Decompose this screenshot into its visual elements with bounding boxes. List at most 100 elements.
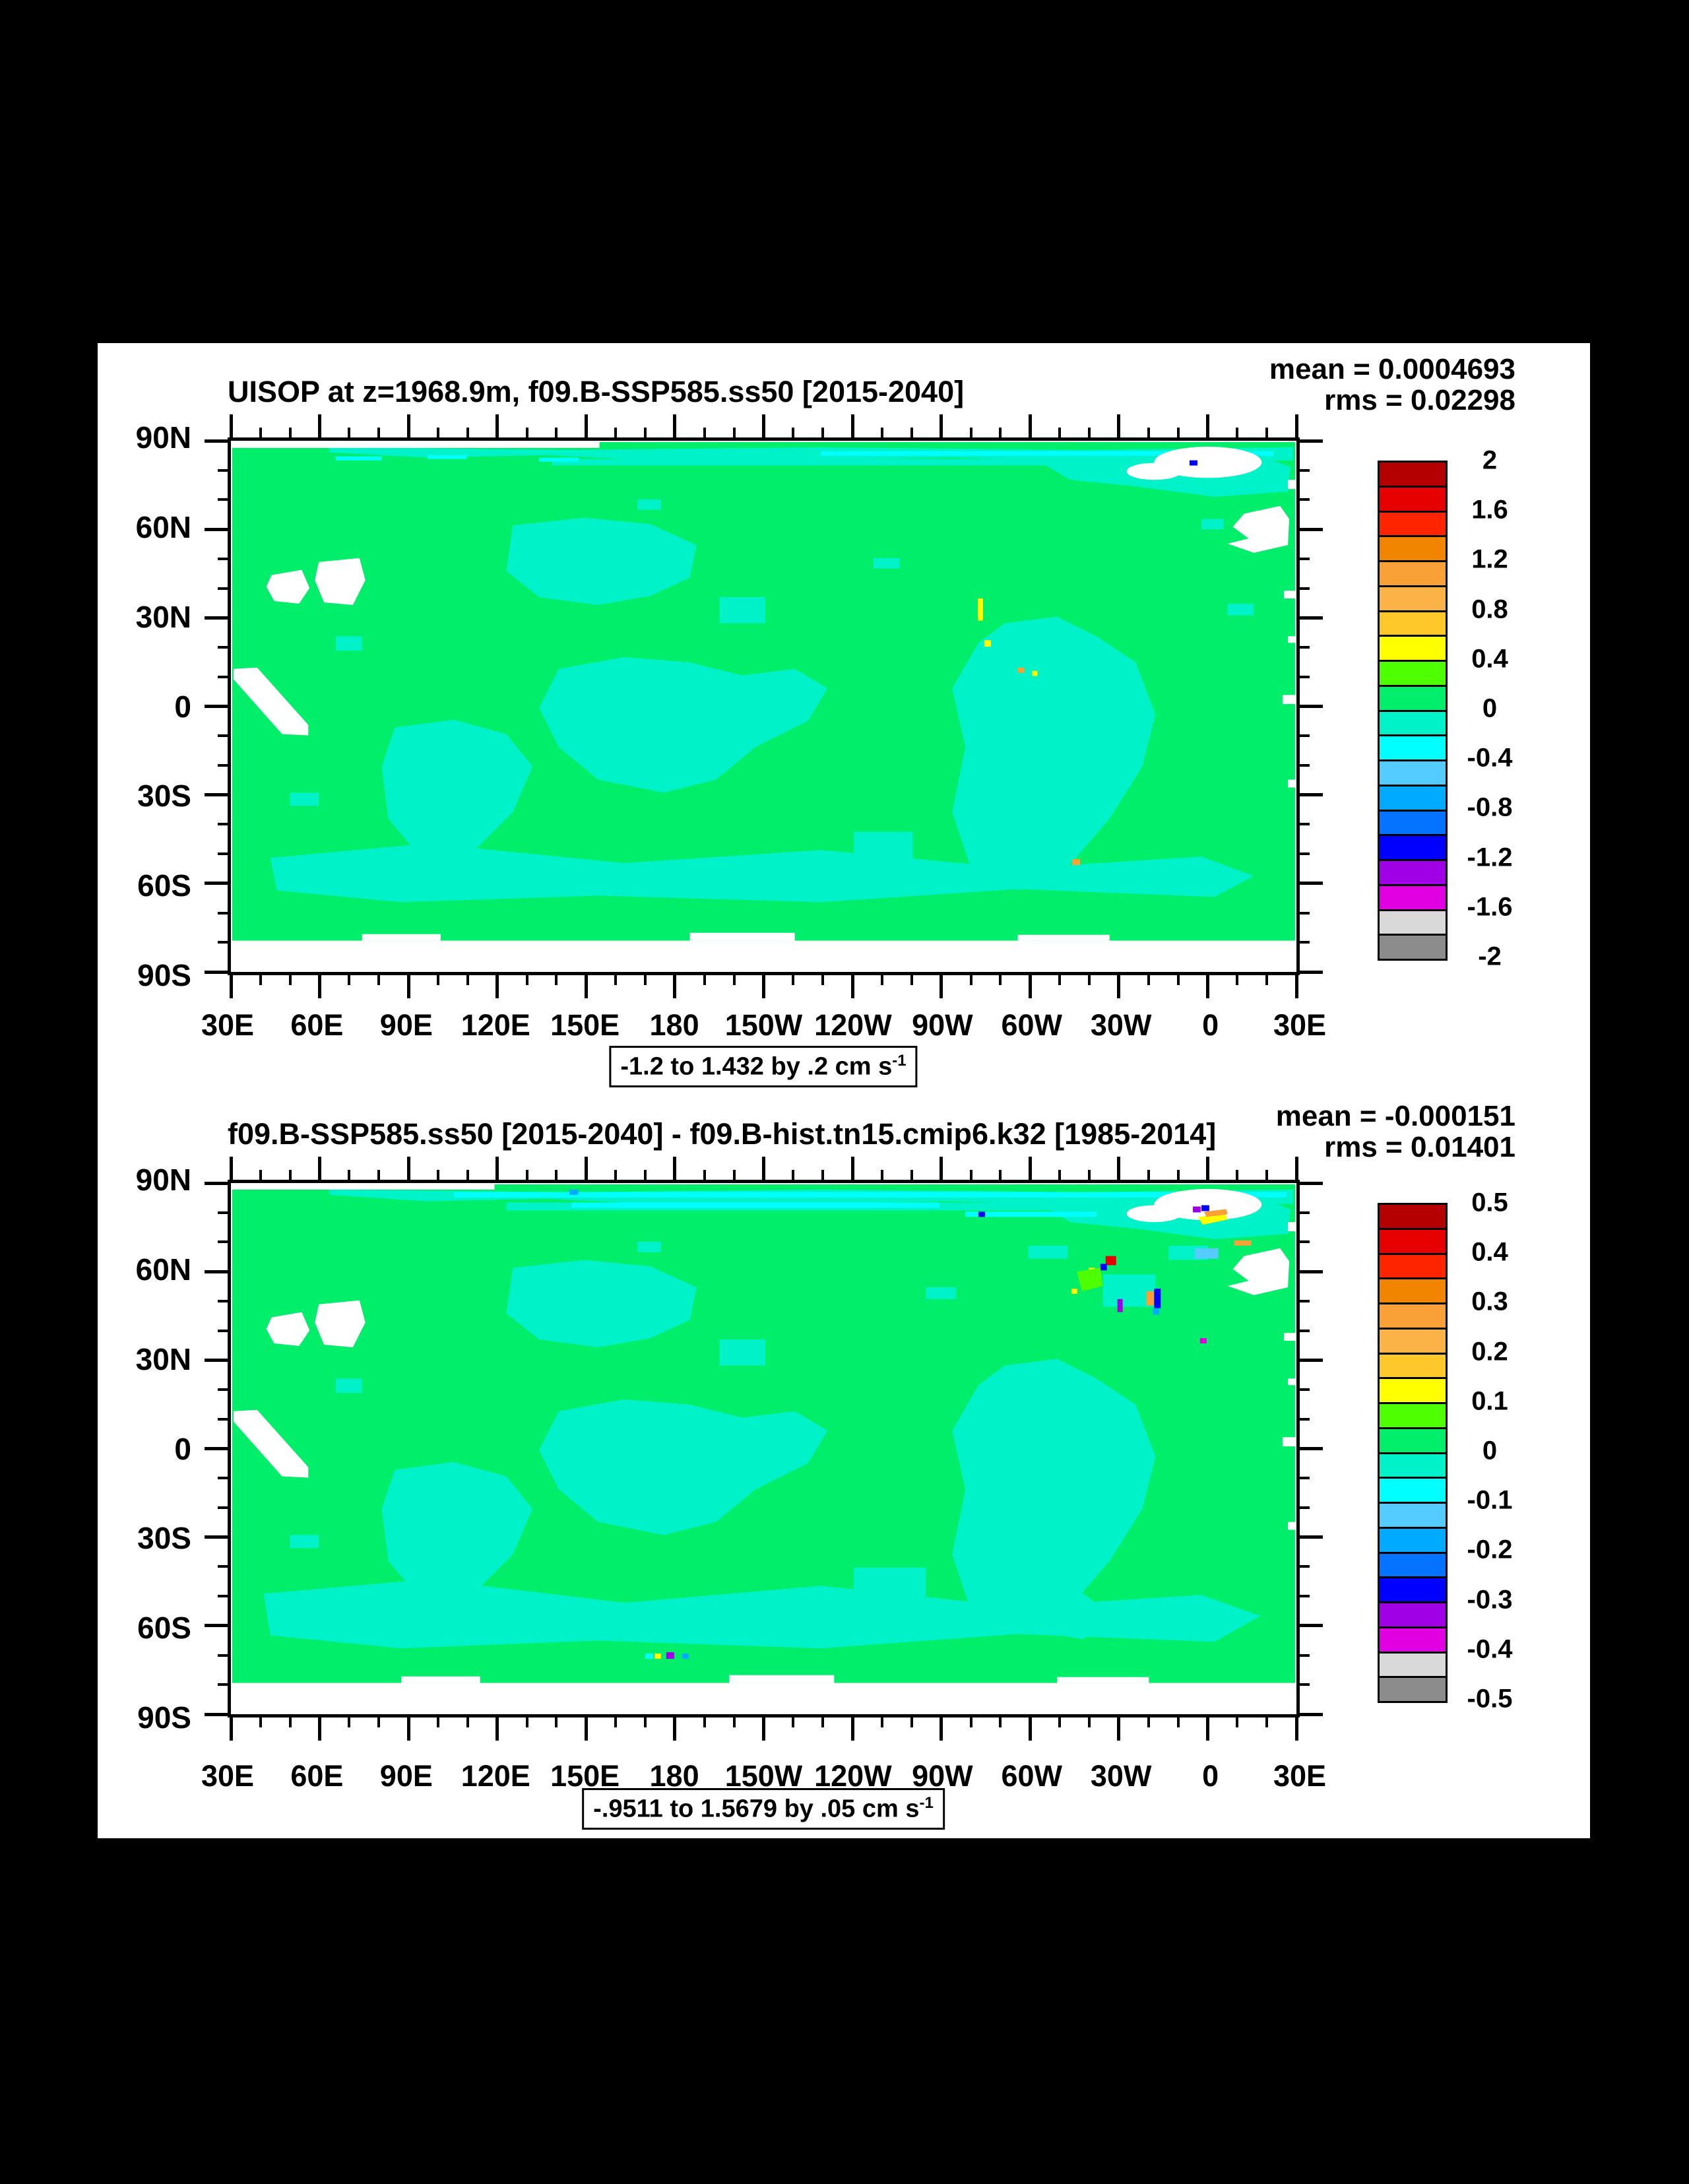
x-tick (1294, 1157, 1298, 1183)
x-tick-label: 150W (724, 1008, 803, 1042)
x-tick-label: 60W (1001, 1008, 1063, 1042)
colorbar-tick-label: -1.2 (1467, 843, 1513, 872)
x-tick (584, 1157, 588, 1183)
x-tick (880, 1714, 883, 1727)
y-tick (1296, 734, 1310, 738)
y-tick (218, 1299, 231, 1302)
x-tick (762, 972, 765, 998)
colorbar-tick-label: 0 (1482, 693, 1498, 723)
x-tick (1028, 1714, 1032, 1741)
y-tick (1296, 1654, 1310, 1657)
y-tick (218, 1329, 231, 1332)
colorbar-tick-label: -0.1 (1467, 1485, 1513, 1515)
x-tick (555, 428, 558, 441)
x-tick (466, 428, 469, 441)
x-tick-label: 120E (461, 1759, 530, 1793)
x-tick (318, 1714, 322, 1741)
y-tick-label: 30N (135, 599, 191, 634)
x-tick (703, 1170, 706, 1183)
y-tick (1296, 1683, 1310, 1686)
x-tick (614, 1170, 618, 1183)
colorbar-tick-label: 0.5 (1471, 1188, 1508, 1217)
y-tick (218, 734, 231, 738)
y-tick-label: 60S (137, 868, 191, 903)
x-tick (762, 1157, 765, 1183)
x-tick-label: 90E (379, 1759, 433, 1793)
colorbar-tick-label: 0.4 (1471, 1237, 1508, 1267)
colorbar-cell (1380, 1479, 1446, 1504)
colorbar-cell (1380, 1504, 1446, 1529)
y-tick (218, 587, 231, 590)
y-tick-label: 90N (135, 1163, 191, 1197)
bottom-colorbar-labels: 0.5 0.4 0.3 0.2 0.1 0 -0.1 -0.2 -0.3 -0.4 -0.5 (1430, 1188, 1549, 1714)
y-tick (1296, 911, 1310, 915)
y-tick (1296, 646, 1310, 649)
x-tick (1147, 1170, 1150, 1183)
colorbar-cell (1380, 885, 1446, 911)
x-tick (792, 1714, 795, 1727)
top-mean-value: mean = 0.0004693 (1269, 353, 1515, 385)
colorbar-tick-label: 0 (1482, 1436, 1498, 1465)
colorbar-cell (1380, 1229, 1446, 1255)
x-tick-label: 60E (290, 1008, 344, 1042)
x-tick (1087, 1170, 1091, 1183)
x-tick (555, 972, 558, 985)
land-masses (232, 1184, 1296, 1683)
y-tick (1296, 527, 1323, 531)
x-tick (495, 972, 499, 998)
colorbar-cell (1380, 612, 1446, 637)
x-tick (466, 1714, 469, 1727)
colorbar-cell (1380, 1254, 1446, 1280)
y-tick (1296, 1477, 1310, 1480)
colorbar-tick-label: -0.4 (1467, 1634, 1513, 1664)
x-tick (644, 1714, 647, 1727)
colorbar-tick-label: 1.2 (1471, 544, 1508, 574)
y-tick-label: 60N (135, 1252, 191, 1287)
colorbar-tick-label: 0.2 (1471, 1337, 1508, 1366)
y-tick (218, 675, 231, 678)
x-tick (1205, 1157, 1209, 1183)
cyan-strips (453, 1192, 1287, 1217)
colorbar-tick-label: -0.8 (1467, 792, 1513, 822)
x-tick (910, 1170, 913, 1183)
y-tick-label: 0 (174, 1431, 191, 1466)
colorbar-cell (1380, 861, 1446, 886)
colorbar-cell (1380, 1528, 1446, 1554)
x-tick (348, 972, 351, 985)
y-tick-label: 90S (137, 958, 191, 992)
top-panel-stats: mean = 0.0004693 rms = 0.02298 (1269, 354, 1515, 416)
x-tick (1176, 428, 1180, 441)
bottom-map (232, 1184, 1296, 1683)
x-tick (1205, 1714, 1209, 1741)
x-tick (406, 1157, 410, 1183)
x-tick (614, 972, 618, 985)
x-tick (1117, 972, 1121, 998)
x-tick (1265, 972, 1269, 985)
x-tick (229, 414, 233, 441)
y-tick (205, 1535, 231, 1539)
x-tick (525, 428, 528, 441)
x-tick (940, 414, 943, 441)
x-tick (1205, 972, 1209, 998)
x-tick (466, 972, 469, 985)
colorbar-cell (1380, 587, 1446, 612)
x-tick (495, 1157, 499, 1183)
x-tick-label: 180 (649, 1008, 699, 1042)
top-y-axis-labels: 90N 60N 30N 0 30S 60S 90S (98, 420, 191, 992)
y-tick (1296, 793, 1323, 797)
x-tick (1176, 972, 1180, 985)
x-tick (1236, 972, 1239, 985)
x-tick-label: 120W (814, 1008, 892, 1042)
x-tick (703, 428, 706, 441)
x-tick (644, 1170, 647, 1183)
top-colorbar-labels: 2 1.6 1.2 0.8 0.4 0 -0.4 -0.8 -1.2 -1.6 -2 (1430, 446, 1549, 971)
y-tick (218, 1506, 231, 1509)
y-tick (205, 1269, 231, 1273)
x-tick-label: 30E (1273, 1008, 1327, 1042)
bottom-map-frame (205, 1157, 1323, 1741)
colorbar-tick-label: 0.3 (1471, 1287, 1508, 1316)
x-tick-label: 150E (550, 1759, 620, 1793)
x-tick (821, 428, 825, 441)
x-tick (437, 972, 440, 985)
y-tick (1296, 1447, 1323, 1450)
